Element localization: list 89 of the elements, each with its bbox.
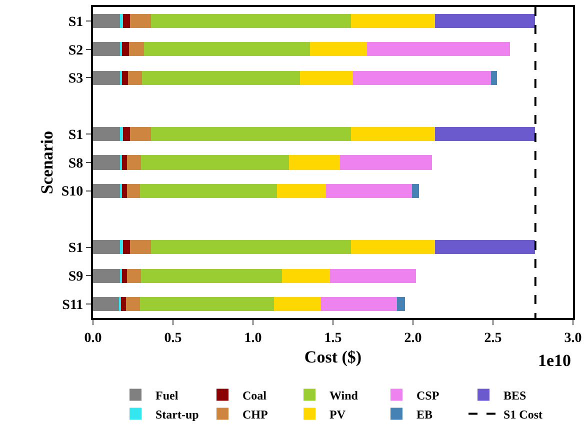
bar [120, 14, 123, 28]
bar [397, 297, 405, 311]
bar [151, 240, 351, 254]
bar [93, 42, 120, 56]
y-tick-label: S10 [61, 184, 84, 200]
bar [330, 269, 416, 283]
bar [123, 240, 130, 254]
legend-label: PV [330, 407, 346, 422]
bar [351, 240, 435, 254]
bar [367, 42, 510, 56]
bar [129, 42, 144, 56]
x-tick-label: 1.5 [324, 330, 342, 346]
bar [122, 269, 127, 283]
bar [123, 14, 130, 28]
legend-label: CHP [242, 407, 268, 422]
bar [321, 297, 397, 311]
x-tick-label: 2.0 [404, 330, 422, 346]
bar [310, 42, 367, 56]
bar [151, 14, 351, 28]
bar [289, 155, 340, 170]
bar [128, 71, 142, 85]
bar [491, 71, 497, 85]
bar [122, 42, 129, 56]
bar [300, 71, 353, 85]
bar [140, 297, 274, 311]
x-tick-label: 0.5 [164, 330, 182, 346]
bar [351, 14, 435, 28]
legend-label: CSP [416, 388, 440, 402]
y-tick-label: S1 [68, 128, 84, 144]
bar [93, 14, 120, 28]
bar [140, 184, 277, 198]
bar [412, 184, 419, 198]
bar [126, 297, 140, 311]
bar [130, 240, 151, 254]
bar [122, 184, 127, 198]
bar [93, 297, 120, 311]
y-axis-title: Scenario [37, 130, 56, 194]
bar [93, 184, 120, 198]
bar [274, 297, 321, 311]
legend-label: BES [504, 388, 527, 402]
y-tick-label: S11 [62, 298, 84, 313]
bar [127, 155, 141, 170]
legend-label: Fuel [156, 388, 179, 402]
bar [127, 269, 141, 283]
bar [340, 155, 432, 170]
x-tick-label: 1.0 [244, 330, 262, 346]
bar [282, 269, 330, 283]
bar [93, 240, 120, 254]
bar [120, 240, 123, 254]
x-tick-label: 2.5 [484, 330, 502, 346]
legend-label: Start-up [156, 407, 200, 422]
text: 1e10 [538, 351, 572, 370]
bar [93, 155, 120, 170]
y-tick-label: S3 [68, 72, 84, 87]
bar [435, 14, 535, 28]
bar [351, 127, 435, 141]
y-tick-label: S2 [68, 43, 84, 58]
bar [122, 71, 128, 85]
y-tick-label: S1 [68, 15, 84, 30]
y-tick-label: S8 [68, 156, 84, 172]
bar [121, 297, 126, 311]
bar [130, 127, 151, 141]
bar [127, 184, 140, 198]
bar [123, 127, 130, 141]
bar [93, 269, 120, 283]
x-tick-label: 3.0 [564, 330, 582, 346]
legend-label: Coal [242, 388, 268, 402]
bar [142, 71, 300, 85]
x-tick-label: 0.0 [84, 330, 102, 346]
bar [144, 42, 310, 56]
bar [435, 127, 535, 141]
bar [93, 127, 120, 141]
bar [326, 184, 412, 198]
y-tick-label: S1 [68, 241, 84, 256]
bar [151, 127, 351, 141]
bar [141, 269, 282, 283]
bar [122, 155, 127, 170]
legend-label: Wind [330, 388, 358, 402]
bar [93, 71, 120, 85]
bar [435, 240, 535, 254]
bar [120, 127, 123, 141]
bar [141, 155, 289, 170]
x-axis-title: Cost ($) [304, 348, 362, 367]
bar [130, 14, 151, 28]
legend-label: EB [416, 407, 433, 422]
bar [353, 71, 491, 85]
y-tick-label: S9 [68, 269, 84, 284]
bar [277, 184, 326, 198]
legend-label: S1 Cost [504, 407, 543, 422]
